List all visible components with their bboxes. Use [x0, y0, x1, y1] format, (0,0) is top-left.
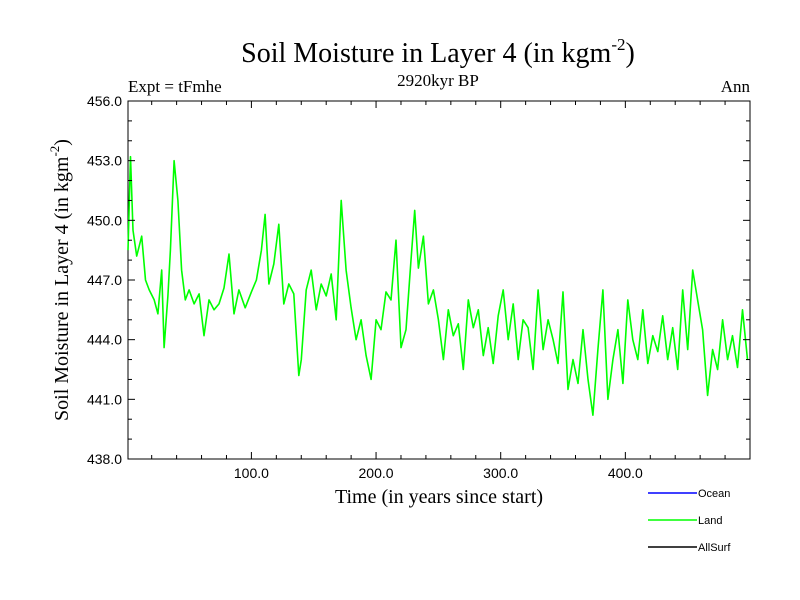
chart-title-superscript: -2 — [611, 35, 625, 54]
y-axis-title: Soil Moisture in Layer 4 (in kgm-2) — [47, 139, 73, 421]
period-label: 2920kyr BP — [397, 71, 479, 90]
y-tick-label: 456.0 — [87, 93, 122, 109]
y-axis-title-superscript: -2 — [47, 146, 62, 157]
x-axis-title: Time (in years since start) — [335, 486, 543, 508]
land-series-line — [127, 155, 749, 417]
legend-label-allsurf: AllSurf — [698, 542, 731, 554]
x-tick-label: 100.0 — [234, 465, 269, 481]
legend: Ocean Land AllSurf — [648, 488, 731, 554]
chart-title-main: Soil Moisture in Layer 4 (in kgm — [241, 38, 611, 69]
season-label: Ann — [721, 77, 751, 96]
x-tick-label: 400.0 — [608, 465, 643, 481]
y-axis-title-main: Soil Moisture in Layer 4 (in kgm — [51, 156, 73, 421]
y-tick-label: 441.0 — [87, 391, 122, 407]
legend-label-ocean: Ocean — [698, 488, 730, 500]
legend-label-land: Land — [698, 515, 722, 527]
y-axis-title-close: ) — [51, 139, 73, 146]
x-axis-ticks: 100.0 200.0 300.0 400.0 — [151, 101, 726, 481]
x-tick-label: 300.0 — [483, 465, 518, 481]
y-tick-label: 447.0 — [87, 272, 122, 288]
chart-title-close: ) — [626, 38, 635, 69]
y-tick-label: 438.0 — [87, 451, 122, 467]
chart-title: Soil Moisture in Layer 4 (in kgm-2) — [241, 35, 635, 69]
y-axis-ticks: 438.0 441.0 444.0 447.0 450.0 453.0 456.0 — [87, 93, 750, 467]
y-tick-label: 450.0 — [87, 212, 122, 228]
y-tick-label: 453.0 — [87, 153, 122, 169]
x-tick-label: 200.0 — [359, 465, 394, 481]
experiment-label: Expt = tFmhe — [128, 77, 222, 96]
y-tick-label: 444.0 — [87, 332, 122, 348]
plot-frame — [127, 100, 751, 460]
